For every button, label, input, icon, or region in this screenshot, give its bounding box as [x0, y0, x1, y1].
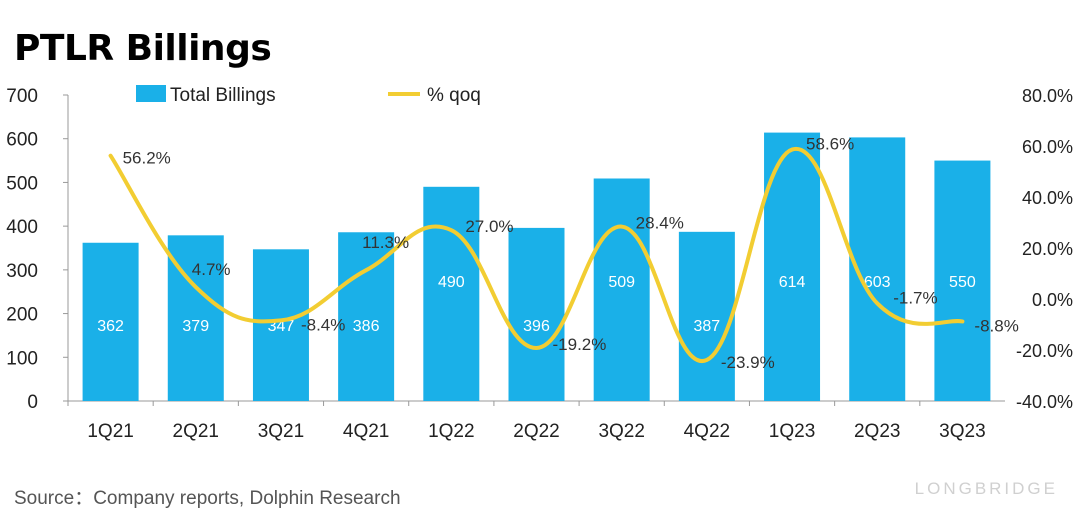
qoq-point-label: 4.7%	[192, 260, 231, 279]
legend-label-bars: Total Billings	[170, 85, 276, 106]
bar-value-label: 396	[523, 318, 550, 335]
x-tick-label: 1Q21	[87, 421, 133, 442]
bar	[934, 160, 991, 401]
y-right-tick-label: 60.0%	[1022, 137, 1073, 157]
bar	[508, 227, 565, 401]
bar-value-label: 550	[949, 274, 976, 291]
legend-label-line: % qoq	[427, 85, 481, 106]
qoq-point-label: 11.3%	[362, 233, 409, 252]
x-tick-label: 3Q22	[598, 421, 644, 442]
y-right-tick-label: 80.0%	[1022, 86, 1073, 106]
y-left-tick-label: 200	[6, 305, 38, 326]
x-tick-label: 3Q23	[939, 421, 985, 442]
y-left-tick-label: 400	[6, 217, 38, 238]
y-right-tick-label: 20.0%	[1022, 239, 1073, 259]
x-tick-label: 3Q21	[258, 421, 304, 442]
qoq-point-label: -8.4%	[301, 315, 345, 334]
y-left-tick-label: 700	[6, 86, 38, 107]
qoq-point-label: 58.6%	[806, 135, 854, 154]
bar-value-label: 603	[864, 274, 891, 291]
source-note: Source：Company reports, Dolphin Research	[14, 488, 401, 509]
x-tick-label: 4Q22	[684, 421, 730, 442]
y-left-tick-label: 300	[6, 261, 38, 282]
bar-value-label: 386	[353, 318, 380, 335]
qoq-point-label: 27.0%	[465, 217, 513, 236]
qoq-line	[108, 147, 965, 363]
bar-value-label: 614	[779, 274, 806, 291]
bar	[338, 232, 395, 401]
x-tick-label: 2Q22	[513, 421, 559, 442]
x-tick-label: 1Q23	[769, 421, 815, 442]
bar-value-label: 387	[694, 318, 721, 335]
bar	[252, 249, 309, 401]
y-right-tick-label: -20.0%	[1016, 341, 1073, 361]
bar-value-label: 509	[608, 274, 635, 291]
x-tick-label: 4Q21	[343, 421, 389, 442]
qoq-point-label: -8.8%	[974, 316, 1018, 335]
legend-swatch-bars	[136, 85, 166, 102]
bar-value-label: 490	[438, 274, 465, 291]
bar	[423, 186, 480, 401]
qoq-point-label: 28.4%	[636, 214, 684, 233]
qoq-point-label: -23.9%	[721, 353, 775, 372]
watermark-logo: LONGBRIDGE	[914, 479, 1058, 498]
chart-title: PTLR Billings	[14, 28, 272, 69]
x-tick-label: 2Q21	[173, 421, 219, 442]
bar	[82, 242, 139, 401]
x-tick-label: 2Q23	[854, 421, 900, 442]
qoq-point-label: 56.2%	[123, 149, 171, 168]
bar	[593, 178, 650, 401]
bar-value-label: 362	[97, 318, 124, 335]
y-left-tick-label: 500	[6, 173, 38, 194]
y-left-tick-label: 600	[6, 130, 38, 151]
y-left-tick-label: 0	[27, 392, 38, 413]
qoq-point-label: -19.2%	[553, 335, 607, 354]
y-left-tick-label: 100	[6, 348, 38, 369]
y-right-tick-label: -40.0%	[1016, 392, 1073, 412]
x-tick-label: 1Q22	[428, 421, 474, 442]
y-right-tick-label: 0.0%	[1032, 290, 1073, 310]
bar	[678, 231, 735, 401]
qoq-point-label: -1.7%	[893, 288, 937, 307]
y-right-tick-label: 40.0%	[1022, 188, 1073, 208]
bar-value-label: 379	[182, 318, 209, 335]
